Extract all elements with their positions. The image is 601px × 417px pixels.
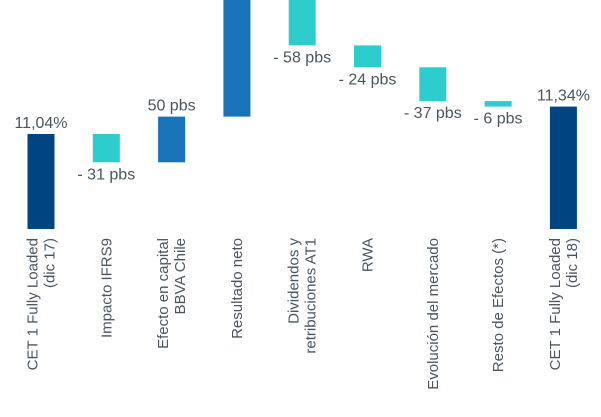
value-label-8: 11,34% bbox=[537, 88, 590, 105]
value-label-7: - 6 pbs bbox=[474, 111, 523, 128]
bar-2 bbox=[158, 116, 186, 163]
category-label-8-line-1: (dic 18) bbox=[564, 238, 581, 288]
value-label-5: - 24 pbs bbox=[339, 71, 397, 88]
category-label-8-line-0: CET 1 Fully Loaded bbox=[547, 238, 564, 370]
category-label-2-line-1: BBVA Chile bbox=[172, 238, 189, 314]
category-label-3: Resultado neto bbox=[229, 238, 246, 339]
category-label-7-line-0: Resto de Efectos (*) bbox=[490, 238, 507, 372]
category-label-4-line-0: Dividendos y bbox=[286, 238, 303, 324]
bar-8 bbox=[549, 106, 577, 229]
category-label-5-line-0: RWA bbox=[360, 238, 377, 272]
value-label-0: 11,04% bbox=[14, 115, 67, 132]
category-label-0-line-1: (dic 17) bbox=[42, 238, 59, 288]
category-label-0-line-0: CET 1 Fully Loaded bbox=[25, 238, 42, 370]
category-label-2-line-0: Efecto en capital bbox=[155, 238, 172, 349]
value-label-4: - 58 pbs bbox=[273, 49, 331, 66]
value-label-2: 50 pbs bbox=[148, 98, 196, 115]
chart-bars bbox=[27, 0, 577, 229]
category-label-2: Efecto en capital BBVA Chile bbox=[155, 238, 189, 349]
category-label-0: CET 1 Fully Loaded (dic 17) bbox=[25, 238, 59, 370]
category-label-3-line-0: Resultado neto bbox=[229, 238, 246, 339]
category-label-1: Impacto IFRS9 bbox=[98, 238, 115, 338]
value-label-6: - 37 pbs bbox=[404, 105, 462, 122]
category-label-4: Dividendos y retribuciones AT1 bbox=[286, 238, 320, 354]
category-label-4-line-1: retribuciones AT1 bbox=[303, 238, 320, 354]
value-label-1: - 31 pbs bbox=[77, 166, 135, 183]
bar-4 bbox=[288, 0, 316, 46]
category-label-1-line-0: Impacto IFRS9 bbox=[98, 238, 115, 338]
bar-3 bbox=[223, 0, 251, 117]
category-label-7: Resto de Efectos (*) bbox=[490, 238, 507, 372]
chart-category-labels: CET 1 Fully Loaded (dic 17) Impacto IFRS9 E… bbox=[25, 238, 581, 390]
bar-5 bbox=[354, 45, 381, 68]
bar-7 bbox=[484, 101, 512, 107]
bar-1 bbox=[92, 134, 120, 163]
category-label-8: CET 1 Fully Loaded (dic 18) bbox=[547, 238, 581, 370]
bar-0 bbox=[27, 134, 55, 229]
category-label-6-line-0: Evolución del mercado bbox=[425, 238, 442, 390]
category-label-6: Evolución del mercado bbox=[425, 238, 442, 390]
category-label-5: RWA bbox=[360, 238, 377, 272]
bar-6 bbox=[419, 67, 447, 102]
